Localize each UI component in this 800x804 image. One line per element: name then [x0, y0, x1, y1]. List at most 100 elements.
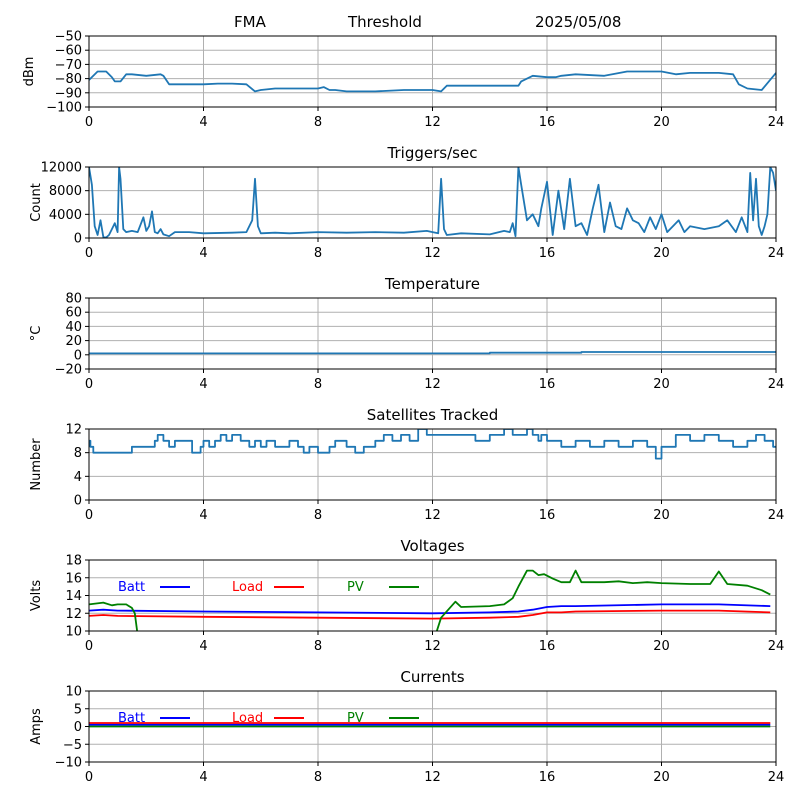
x-tick-label: 12 [424, 770, 441, 785]
series-group [89, 722, 771, 728]
y-tick-label: 4 [74, 470, 82, 485]
legend-label-load: Load [232, 711, 263, 726]
x-tick-label: 4 [199, 246, 207, 261]
x-tick-label: 8 [314, 377, 322, 392]
x-tick-label: 20 [653, 639, 670, 654]
y-axis-label: Amps [29, 708, 44, 745]
panel-title: Temperature [384, 275, 480, 293]
legend-label-pv: PV [347, 580, 364, 595]
series-group [89, 167, 776, 238]
x-tick-label: 20 [653, 377, 670, 392]
series-line-batt [89, 603, 771, 615]
x-tick-label: 4 [199, 770, 207, 785]
y-tick-label: 12000 [41, 161, 82, 176]
x-tick-label: 16 [539, 770, 556, 785]
series-group [89, 569, 771, 631]
x-tick-label: 16 [539, 115, 556, 130]
series-line [89, 351, 776, 355]
y-tick-label: 18 [65, 554, 82, 569]
panel-title: Triggers/sec [387, 144, 478, 162]
y-axis-label: °C [29, 326, 44, 342]
y-tick-label: 40 [65, 320, 82, 335]
panel-triggers: 0 4 8 12 16 20 24 0 4000 8000 12000 Triggers/sec Cou… [29, 144, 784, 261]
x-tick-label: 20 [653, 246, 670, 261]
y-tick-label: 10 [65, 625, 82, 640]
panel-satellites: 0 4 8 12 16 20 24 0 4 8 12 Satellites Tracked Number [29, 406, 784, 523]
header-site: FMA [234, 13, 267, 31]
series-line-load [89, 609, 771, 620]
x-tick-label: 16 [539, 639, 556, 654]
series-line [89, 167, 776, 238]
header-threshold: Threshold [347, 13, 422, 31]
x-tick-label: 24 [768, 246, 785, 261]
x-tick-label: 0 [85, 115, 93, 130]
x-tick-label: 12 [424, 639, 441, 654]
panel-threshold: 0 4 8 12 16 20 24 −100−90−80−70−60−50 dBm [22, 30, 784, 131]
y-tick-label: 0 [74, 720, 82, 735]
x-tick-label: 0 [85, 508, 93, 523]
y-tick-label: −100 [46, 101, 82, 116]
y-tick-label: 16 [65, 571, 82, 586]
x-tick-label: 16 [539, 508, 556, 523]
x-tick-label: 24 [768, 508, 785, 523]
x-tick-label: 8 [314, 639, 322, 654]
y-axis-label: Volts [29, 580, 44, 612]
legend-label-load: Load [232, 580, 263, 595]
x-tick-label: 4 [199, 377, 207, 392]
x-tick-label: 16 [539, 377, 556, 392]
x-tick-label: 12 [424, 377, 441, 392]
panel-title: Voltages [400, 537, 464, 555]
y-tick-label: 8000 [49, 184, 82, 199]
y-tick-label: −5 [63, 738, 82, 753]
series-line-pv [435, 569, 771, 631]
y-tick-label: −90 [55, 86, 82, 101]
legend-label-batt: Batt [118, 711, 145, 726]
series-group [89, 70, 776, 93]
y-tick-label: 80 [65, 292, 82, 307]
x-tick-label: 24 [768, 639, 785, 654]
x-tick-label: 8 [314, 246, 322, 261]
y-tick-label: −10 [55, 756, 82, 771]
panel-currents: 0 4 8 12 16 20 24 −10 −5 0 5 10 Currents Amps Batt Load… [29, 668, 784, 785]
legend-label-pv: PV [347, 711, 364, 726]
y-axis-label: Count [29, 183, 44, 222]
series-group [89, 429, 776, 460]
x-tick-label: 8 [314, 770, 322, 785]
y-tick-label: −80 [55, 72, 82, 87]
panel-voltages: 0 4 8 12 16 20 24 10 12 14 16 18 Voltages Volts Batt Lo… [29, 537, 784, 654]
y-tick-label: −50 [55, 30, 82, 45]
series-line [89, 70, 776, 93]
y-tick-label: 0 [74, 232, 82, 247]
x-tick-label: 24 [768, 377, 785, 392]
y-tick-label: 10 [65, 685, 82, 700]
y-axis-label: Number [29, 438, 44, 491]
y-tick-label: 0 [74, 494, 82, 509]
y-tick-label: 60 [65, 306, 82, 321]
x-tick-label: 12 [424, 115, 441, 130]
y-tick-label: −20 [55, 363, 82, 378]
y-axis-label: dBm [22, 57, 37, 87]
x-tick-label: 0 [85, 377, 93, 392]
y-tick-label: 4000 [49, 208, 82, 223]
x-tick-label: 20 [653, 770, 670, 785]
x-tick-label: 8 [314, 115, 322, 130]
series-line [89, 429, 776, 460]
y-tick-label: 12 [65, 607, 82, 622]
x-tick-label: 16 [539, 246, 556, 261]
y-tick-label: −70 [55, 58, 82, 73]
y-tick-label: 8 [74, 446, 82, 461]
header-date: 2025/05/08 [535, 13, 621, 31]
x-tick-label: 24 [768, 115, 785, 130]
x-tick-label: 4 [199, 639, 207, 654]
y-tick-label: 20 [65, 334, 82, 349]
y-tick-label: 0 [74, 348, 82, 363]
x-tick-label: 4 [199, 508, 207, 523]
x-tick-label: 0 [85, 639, 93, 654]
legend-label-batt: Batt [118, 580, 145, 595]
x-tick-label: 12 [424, 508, 441, 523]
series-group [89, 351, 776, 355]
y-tick-label: 14 [65, 589, 82, 604]
